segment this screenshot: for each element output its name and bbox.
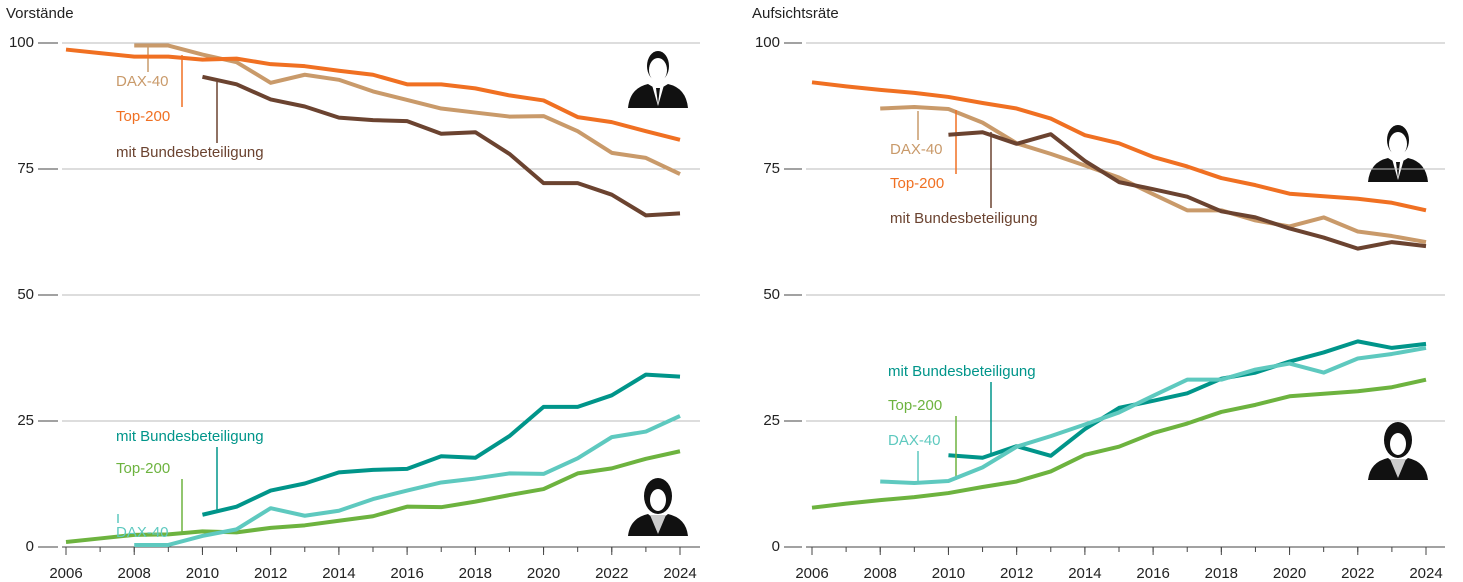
y-tick-label: 100 bbox=[755, 34, 780, 51]
x-tick-label: 2010 bbox=[932, 565, 965, 582]
y-tick-label: 0 bbox=[26, 538, 34, 555]
woman-icon bbox=[1368, 422, 1428, 480]
series-label: Top-200 bbox=[116, 108, 170, 125]
series-line bbox=[201, 372, 681, 517]
series-line bbox=[880, 105, 1427, 245]
x-tick-label: 2012 bbox=[254, 565, 287, 582]
panel-title: Aufsichtsräte bbox=[752, 5, 839, 22]
x-tick-label: 2014 bbox=[1068, 565, 1101, 582]
series-line bbox=[202, 74, 681, 218]
panel-title: Vorstände bbox=[6, 5, 74, 22]
y-tick-label: 75 bbox=[763, 160, 780, 177]
series-line bbox=[134, 414, 681, 547]
woman-icon bbox=[628, 478, 688, 536]
series-label: DAX-40 bbox=[888, 432, 941, 449]
x-tick-label: 2008 bbox=[864, 565, 897, 582]
y-tick-label: 25 bbox=[17, 412, 34, 429]
series-label: mit Bundesbeteiligung bbox=[890, 210, 1038, 227]
series-line bbox=[811, 377, 1427, 510]
x-tick-label: 2024 bbox=[1409, 565, 1442, 582]
series-label: mit Bundesbeteiligung bbox=[116, 144, 264, 161]
man-icon bbox=[628, 51, 688, 108]
x-tick-label: 2016 bbox=[390, 565, 423, 582]
x-tick-label: 2016 bbox=[1136, 565, 1169, 582]
y-tick-label: 25 bbox=[763, 412, 780, 429]
x-tick-label: 2022 bbox=[1341, 565, 1374, 582]
man-icon bbox=[1368, 125, 1428, 182]
x-tick-label: 2008 bbox=[118, 565, 151, 582]
series-line bbox=[65, 47, 681, 142]
x-tick-label: 2006 bbox=[795, 565, 828, 582]
x-tick-label: 2022 bbox=[595, 565, 628, 582]
y-tick-label: 50 bbox=[763, 286, 780, 303]
x-tick-label: 2010 bbox=[186, 565, 219, 582]
series-label: DAX-40 bbox=[890, 141, 943, 158]
series-label: DAX-40 bbox=[116, 524, 169, 541]
x-tick-label: 2006 bbox=[49, 565, 82, 582]
series-line bbox=[65, 449, 681, 544]
x-tick-label: 2018 bbox=[459, 565, 492, 582]
x-tick-label: 2020 bbox=[1273, 565, 1306, 582]
x-tick-label: 2020 bbox=[527, 565, 560, 582]
y-tick-label: 0 bbox=[772, 538, 780, 555]
series-label: DAX-40 bbox=[116, 73, 169, 90]
series-label: mit Bundesbeteiligung bbox=[888, 363, 1036, 380]
series-label: mit Bundesbeteiligung bbox=[116, 428, 264, 445]
x-tick-label: 2018 bbox=[1205, 565, 1238, 582]
series-label: Top-200 bbox=[890, 175, 944, 192]
series-line bbox=[880, 345, 1427, 485]
series-line bbox=[948, 130, 1427, 251]
series-label: Top-200 bbox=[888, 397, 942, 414]
y-tick-label: 50 bbox=[17, 286, 34, 303]
x-tick-label: 2024 bbox=[663, 565, 696, 582]
x-tick-label: 2012 bbox=[1000, 565, 1033, 582]
y-tick-label: 75 bbox=[17, 160, 34, 177]
x-tick-label: 2014 bbox=[322, 565, 355, 582]
series-line bbox=[811, 80, 1427, 213]
series-line bbox=[948, 339, 1427, 460]
y-tick-label: 100 bbox=[9, 34, 34, 51]
series-label: Top-200 bbox=[116, 460, 170, 477]
